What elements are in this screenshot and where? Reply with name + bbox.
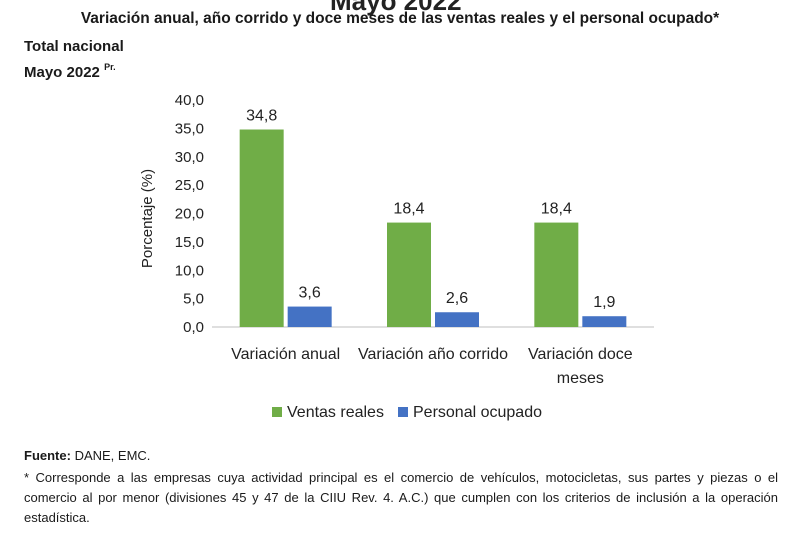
y-tick-label: 25,0	[175, 177, 204, 194]
x-category-label: meses	[557, 370, 604, 387]
y-tick-label: 40,0	[175, 92, 204, 109]
y-tick-label: 10,0	[175, 262, 204, 279]
source-text: DANE, EMC.	[70, 448, 151, 463]
scope-period-superscript: Pr.	[104, 62, 116, 72]
scope-block: Total nacional Mayo 2022 Pr.	[24, 36, 124, 83]
x-category-label: Variación año corrido	[358, 346, 508, 363]
data-label: 18,4	[541, 201, 572, 218]
x-category-label: Variación anual	[231, 346, 340, 363]
chart-title: Variación anual, año corrido y doce mese…	[80, 10, 720, 27]
data-label: 1,9	[593, 294, 615, 311]
cut-off-heading: Mayo 2022	[330, 0, 462, 16]
x-category-label: Variación doce	[528, 346, 633, 363]
data-label: 18,4	[393, 201, 424, 218]
bar-ventas-reales	[534, 222, 579, 327]
scope-period: Mayo 2022 Pr.	[24, 57, 124, 83]
y-tick-label: 0,0	[183, 319, 204, 336]
bar-ventas-reales	[239, 129, 284, 327]
data-label: 3,6	[299, 285, 321, 302]
y-tick-label: 30,0	[175, 149, 204, 166]
legend-swatch	[272, 407, 282, 417]
y-tick-label: 35,0	[175, 120, 204, 137]
y-axis-title: Porcentaje (%)	[139, 169, 156, 268]
footnote: * Corresponde a las empresas cuya activi…	[24, 470, 778, 525]
legend-swatch	[398, 407, 408, 417]
source-line: Fuente: DANE, EMC.	[24, 448, 150, 463]
data-label: 34,8	[246, 108, 277, 125]
bar-personal-ocupado	[582, 316, 627, 327]
bar-chart: 0,0 5,0 10,0 15,0 20,0 25,0 30,0 35,0 40,0 Porcen…	[139, 92, 654, 421]
data-label: 2,6	[446, 290, 468, 307]
y-tick-label: 5,0	[183, 291, 204, 308]
y-tick-label: 20,0	[175, 206, 204, 223]
y-tick-label: 15,0	[175, 234, 204, 251]
bar-personal-ocupado	[287, 306, 332, 327]
source-label: Fuente:	[24, 448, 71, 463]
bar-personal-ocupado	[435, 312, 479, 327]
scope-region: Total nacional	[24, 38, 124, 55]
bar-ventas-reales	[387, 222, 431, 327]
legend-label: Ventas reales	[287, 404, 384, 421]
legend-label: Personal ocupado	[413, 404, 542, 421]
scope-period-text: Mayo 2022	[24, 64, 100, 81]
